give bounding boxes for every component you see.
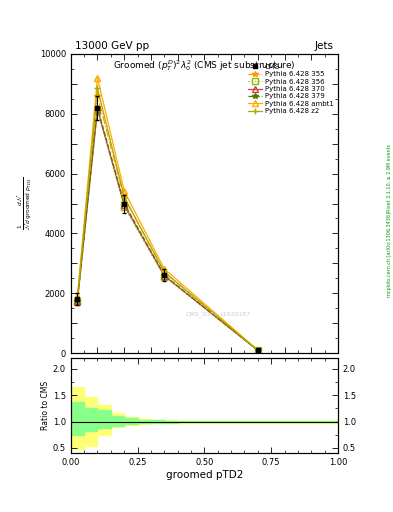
Line: Pythia 6.428 356: Pythia 6.428 356: [75, 108, 261, 353]
Pythia 6.428 ambt1: [75, 293, 80, 300]
Pythia 6.428 355: [95, 93, 100, 99]
Text: Jets: Jets: [315, 41, 334, 51]
Text: Rivet 3.1.10, ≥ 2.9M events: Rivet 3.1.10, ≥ 2.9M events: [387, 144, 392, 212]
Pythia 6.428 356: [95, 108, 100, 114]
Line: Pythia 6.428 379: Pythia 6.428 379: [75, 105, 261, 353]
Pythia 6.428 z2: [95, 85, 100, 91]
Pythia 6.428 356: [75, 300, 80, 306]
Line: Pythia 6.428 ambt1: Pythia 6.428 ambt1: [75, 75, 261, 353]
Pythia 6.428 379: [255, 347, 260, 353]
Line: Pythia 6.428 370: Pythia 6.428 370: [75, 106, 261, 353]
Line: Pythia 6.428 z2: Pythia 6.428 z2: [75, 86, 261, 353]
Pythia 6.428 379: [95, 104, 100, 111]
Pythia 6.428 356: [122, 203, 127, 209]
Pythia 6.428 355: [75, 296, 80, 302]
Pythia 6.428 379: [162, 272, 167, 278]
Text: Groomed $(p_T^D)^2\lambda_0^2$ (CMS jet substructure): Groomed $(p_T^D)^2\lambda_0^2$ (CMS jet …: [113, 58, 296, 73]
Pythia 6.428 z2: [255, 347, 260, 353]
Pythia 6.428 356: [255, 347, 260, 353]
Pythia 6.428 370: [95, 106, 100, 112]
Legend: CMS, Pythia 6.428 355, Pythia 6.428 356, Pythia 6.428 370, Pythia 6.428 379, Pyt: CMS, Pythia 6.428 355, Pythia 6.428 356,…: [248, 63, 334, 115]
Text: 13000 GeV pp: 13000 GeV pp: [75, 41, 149, 51]
Pythia 6.428 ambt1: [95, 75, 100, 81]
Pythia 6.428 370: [255, 347, 260, 353]
Pythia 6.428 ambt1: [122, 188, 127, 194]
Pythia 6.428 370: [162, 272, 167, 279]
Pythia 6.428 z2: [75, 294, 80, 301]
Text: mcplots.cern.ch [arXiv:1306.3436]: mcplots.cern.ch [arXiv:1306.3436]: [387, 212, 392, 297]
Pythia 6.428 355: [255, 347, 260, 353]
X-axis label: groomed pTD2: groomed pTD2: [166, 470, 243, 480]
Pythia 6.428 z2: [122, 194, 127, 200]
Pythia 6.428 ambt1: [255, 347, 260, 353]
Pythia 6.428 379: [75, 297, 80, 304]
Pythia 6.428 379: [122, 200, 127, 206]
Pythia 6.428 355: [122, 195, 127, 201]
Line: Pythia 6.428 355: Pythia 6.428 355: [75, 93, 261, 353]
Pythia 6.428 z2: [162, 269, 167, 275]
Pythia 6.428 370: [75, 298, 80, 304]
Pythia 6.428 355: [162, 269, 167, 275]
Pythia 6.428 370: [122, 202, 127, 208]
Y-axis label: $\frac{1}{\mathcal{N}}\frac{d\mathcal{N}}{d\,\mathrm{groomed}\;p_{TD2}}$: $\frac{1}{\mathcal{N}}\frac{d\mathcal{N}…: [17, 177, 34, 230]
Y-axis label: Ratio to CMS: Ratio to CMS: [41, 381, 50, 430]
Pythia 6.428 356: [162, 273, 167, 280]
Text: CMS_2021_I1920187: CMS_2021_I1920187: [185, 311, 250, 317]
Pythia 6.428 ambt1: [162, 266, 167, 272]
